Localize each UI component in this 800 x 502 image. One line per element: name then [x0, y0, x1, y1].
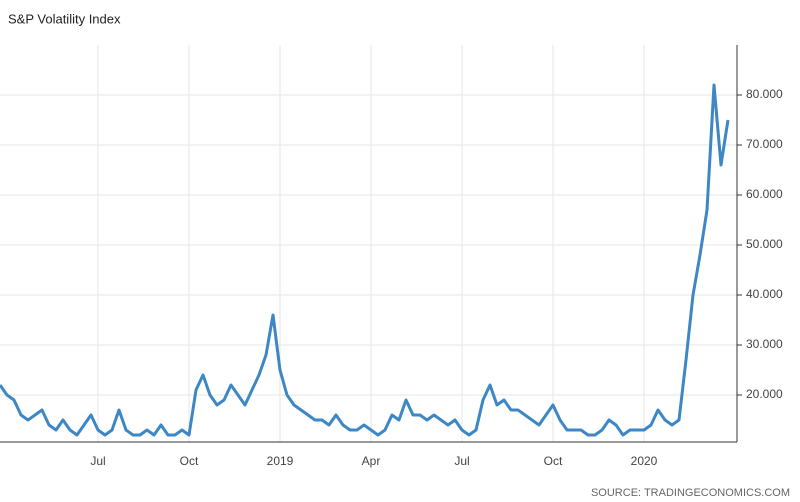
- chart-title: S&P Volatility Index: [8, 11, 121, 26]
- source: SOURCE: TRADINGECONOMICS.COM: [591, 487, 790, 499]
- y-tick-label: 20.000: [746, 387, 783, 401]
- x-tick-label: Oct: [544, 454, 563, 468]
- y-tick-label: 30.000: [746, 337, 783, 351]
- y-tick-label: 80.000: [746, 87, 783, 101]
- y-tick-label: 60.000: [746, 187, 783, 201]
- y-tick-label: 40.000: [746, 287, 783, 301]
- x-tick-label: Oct: [180, 454, 199, 468]
- y-tick-label: 70.000: [746, 137, 783, 151]
- y-tick-label: 50.000: [746, 237, 783, 251]
- x-tick-label: 2019: [267, 454, 294, 468]
- x-tick-label: Jul: [454, 454, 469, 468]
- x-tick-label: Apr: [362, 454, 381, 468]
- x-tick-label: 2020: [631, 454, 658, 468]
- data-line: [0, 83, 730, 437]
- x-tick-label: Jul: [90, 454, 105, 468]
